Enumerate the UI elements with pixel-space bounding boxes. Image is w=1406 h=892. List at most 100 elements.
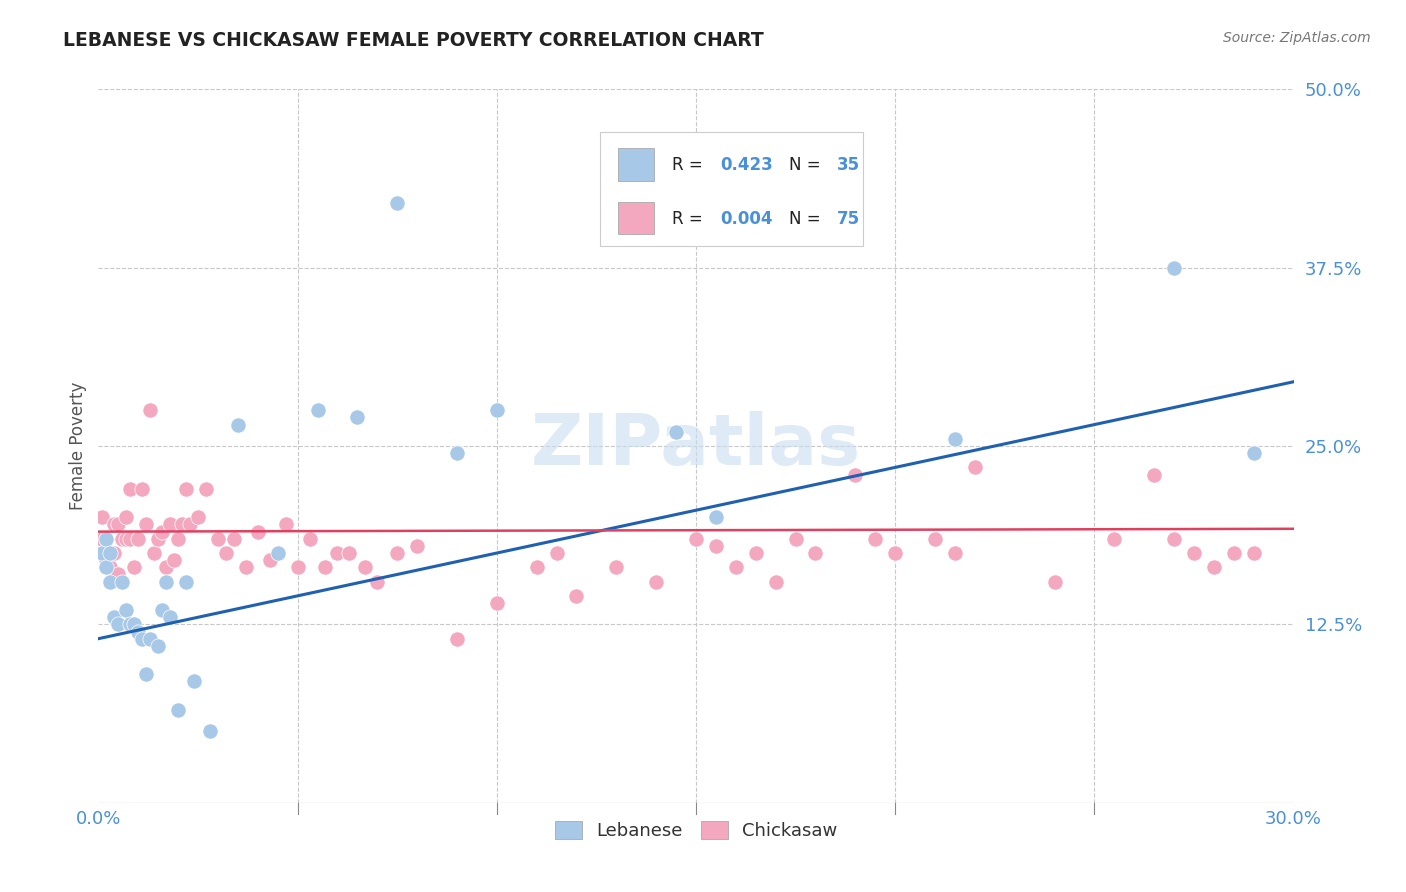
Point xyxy=(167,703,190,717)
Text: Source: ZipAtlas.com: Source: ZipAtlas.com xyxy=(1223,31,1371,45)
Point xyxy=(884,546,907,560)
Point xyxy=(155,574,177,589)
Point xyxy=(195,482,218,496)
Point xyxy=(120,617,142,632)
Text: N =: N = xyxy=(789,210,827,227)
Point xyxy=(103,610,125,624)
Point xyxy=(124,617,146,632)
Text: 0.423: 0.423 xyxy=(720,156,773,174)
Point xyxy=(804,546,827,560)
Point xyxy=(246,524,269,539)
Point xyxy=(259,553,281,567)
Point xyxy=(135,517,157,532)
Point xyxy=(1104,532,1126,546)
Point xyxy=(174,482,197,496)
Legend: Lebanese, Chickasaw: Lebanese, Chickasaw xyxy=(547,814,845,847)
Bar xyxy=(619,148,654,180)
Point xyxy=(187,510,209,524)
Point xyxy=(765,574,787,589)
Point xyxy=(96,553,118,567)
Point xyxy=(943,546,966,560)
Point xyxy=(150,524,173,539)
Point xyxy=(98,546,122,560)
Point xyxy=(326,546,349,560)
Point xyxy=(127,624,149,639)
Point xyxy=(366,574,388,589)
Point xyxy=(96,532,118,546)
Point xyxy=(139,403,162,417)
Point xyxy=(179,517,201,532)
Point xyxy=(704,539,727,553)
Point xyxy=(963,460,986,475)
Point xyxy=(198,724,221,739)
Point xyxy=(207,532,229,546)
Point xyxy=(1143,467,1166,482)
Point xyxy=(172,517,194,532)
Point xyxy=(120,482,142,496)
Point xyxy=(446,632,468,646)
Point xyxy=(685,532,707,546)
Text: N =: N = xyxy=(789,156,827,174)
Point xyxy=(1163,260,1185,275)
Point xyxy=(924,532,946,546)
Point xyxy=(131,482,153,496)
Point xyxy=(115,510,138,524)
Point xyxy=(307,403,329,417)
Point xyxy=(1243,546,1265,560)
Point xyxy=(226,417,249,432)
Point xyxy=(315,560,337,574)
Point xyxy=(1243,446,1265,460)
Point xyxy=(385,196,409,211)
Text: 75: 75 xyxy=(837,210,860,227)
Y-axis label: Female Poverty: Female Poverty xyxy=(69,382,87,510)
Point xyxy=(98,574,122,589)
Point xyxy=(111,574,134,589)
Point xyxy=(339,546,361,560)
Text: 0.004: 0.004 xyxy=(720,210,772,227)
Point xyxy=(135,667,157,681)
Point xyxy=(131,632,153,646)
FancyBboxPatch shape xyxy=(600,132,863,246)
Point xyxy=(526,560,548,574)
Point xyxy=(91,546,114,560)
Point xyxy=(96,560,118,574)
Point xyxy=(1043,574,1066,589)
Point xyxy=(107,617,129,632)
Point xyxy=(943,432,966,446)
Point xyxy=(107,567,129,582)
Bar xyxy=(619,202,654,235)
Point xyxy=(148,639,170,653)
Point xyxy=(163,553,186,567)
Point xyxy=(91,510,114,524)
Point xyxy=(124,560,146,574)
Point xyxy=(183,674,205,689)
Point xyxy=(96,532,118,546)
Point xyxy=(107,517,129,532)
Point xyxy=(287,560,309,574)
Point xyxy=(1202,560,1225,574)
Point xyxy=(167,532,190,546)
Point xyxy=(785,532,807,546)
Point xyxy=(354,560,377,574)
Point xyxy=(274,517,297,532)
Text: R =: R = xyxy=(672,156,709,174)
Point xyxy=(1182,546,1205,560)
Text: R =: R = xyxy=(672,210,709,227)
Point xyxy=(103,517,125,532)
Point xyxy=(546,546,568,560)
Point xyxy=(1163,532,1185,546)
Point xyxy=(155,560,177,574)
Text: LEBANESE VS CHICKASAW FEMALE POVERTY CORRELATION CHART: LEBANESE VS CHICKASAW FEMALE POVERTY COR… xyxy=(63,31,763,50)
Point xyxy=(120,532,142,546)
Point xyxy=(565,589,588,603)
Point xyxy=(724,560,747,574)
Point xyxy=(446,446,468,460)
Point xyxy=(159,610,181,624)
Point xyxy=(98,560,122,574)
Point xyxy=(150,603,173,617)
Point xyxy=(127,532,149,546)
Text: ZIPatlas: ZIPatlas xyxy=(531,411,860,481)
Point xyxy=(346,410,368,425)
Point xyxy=(235,560,257,574)
Point xyxy=(103,546,125,560)
